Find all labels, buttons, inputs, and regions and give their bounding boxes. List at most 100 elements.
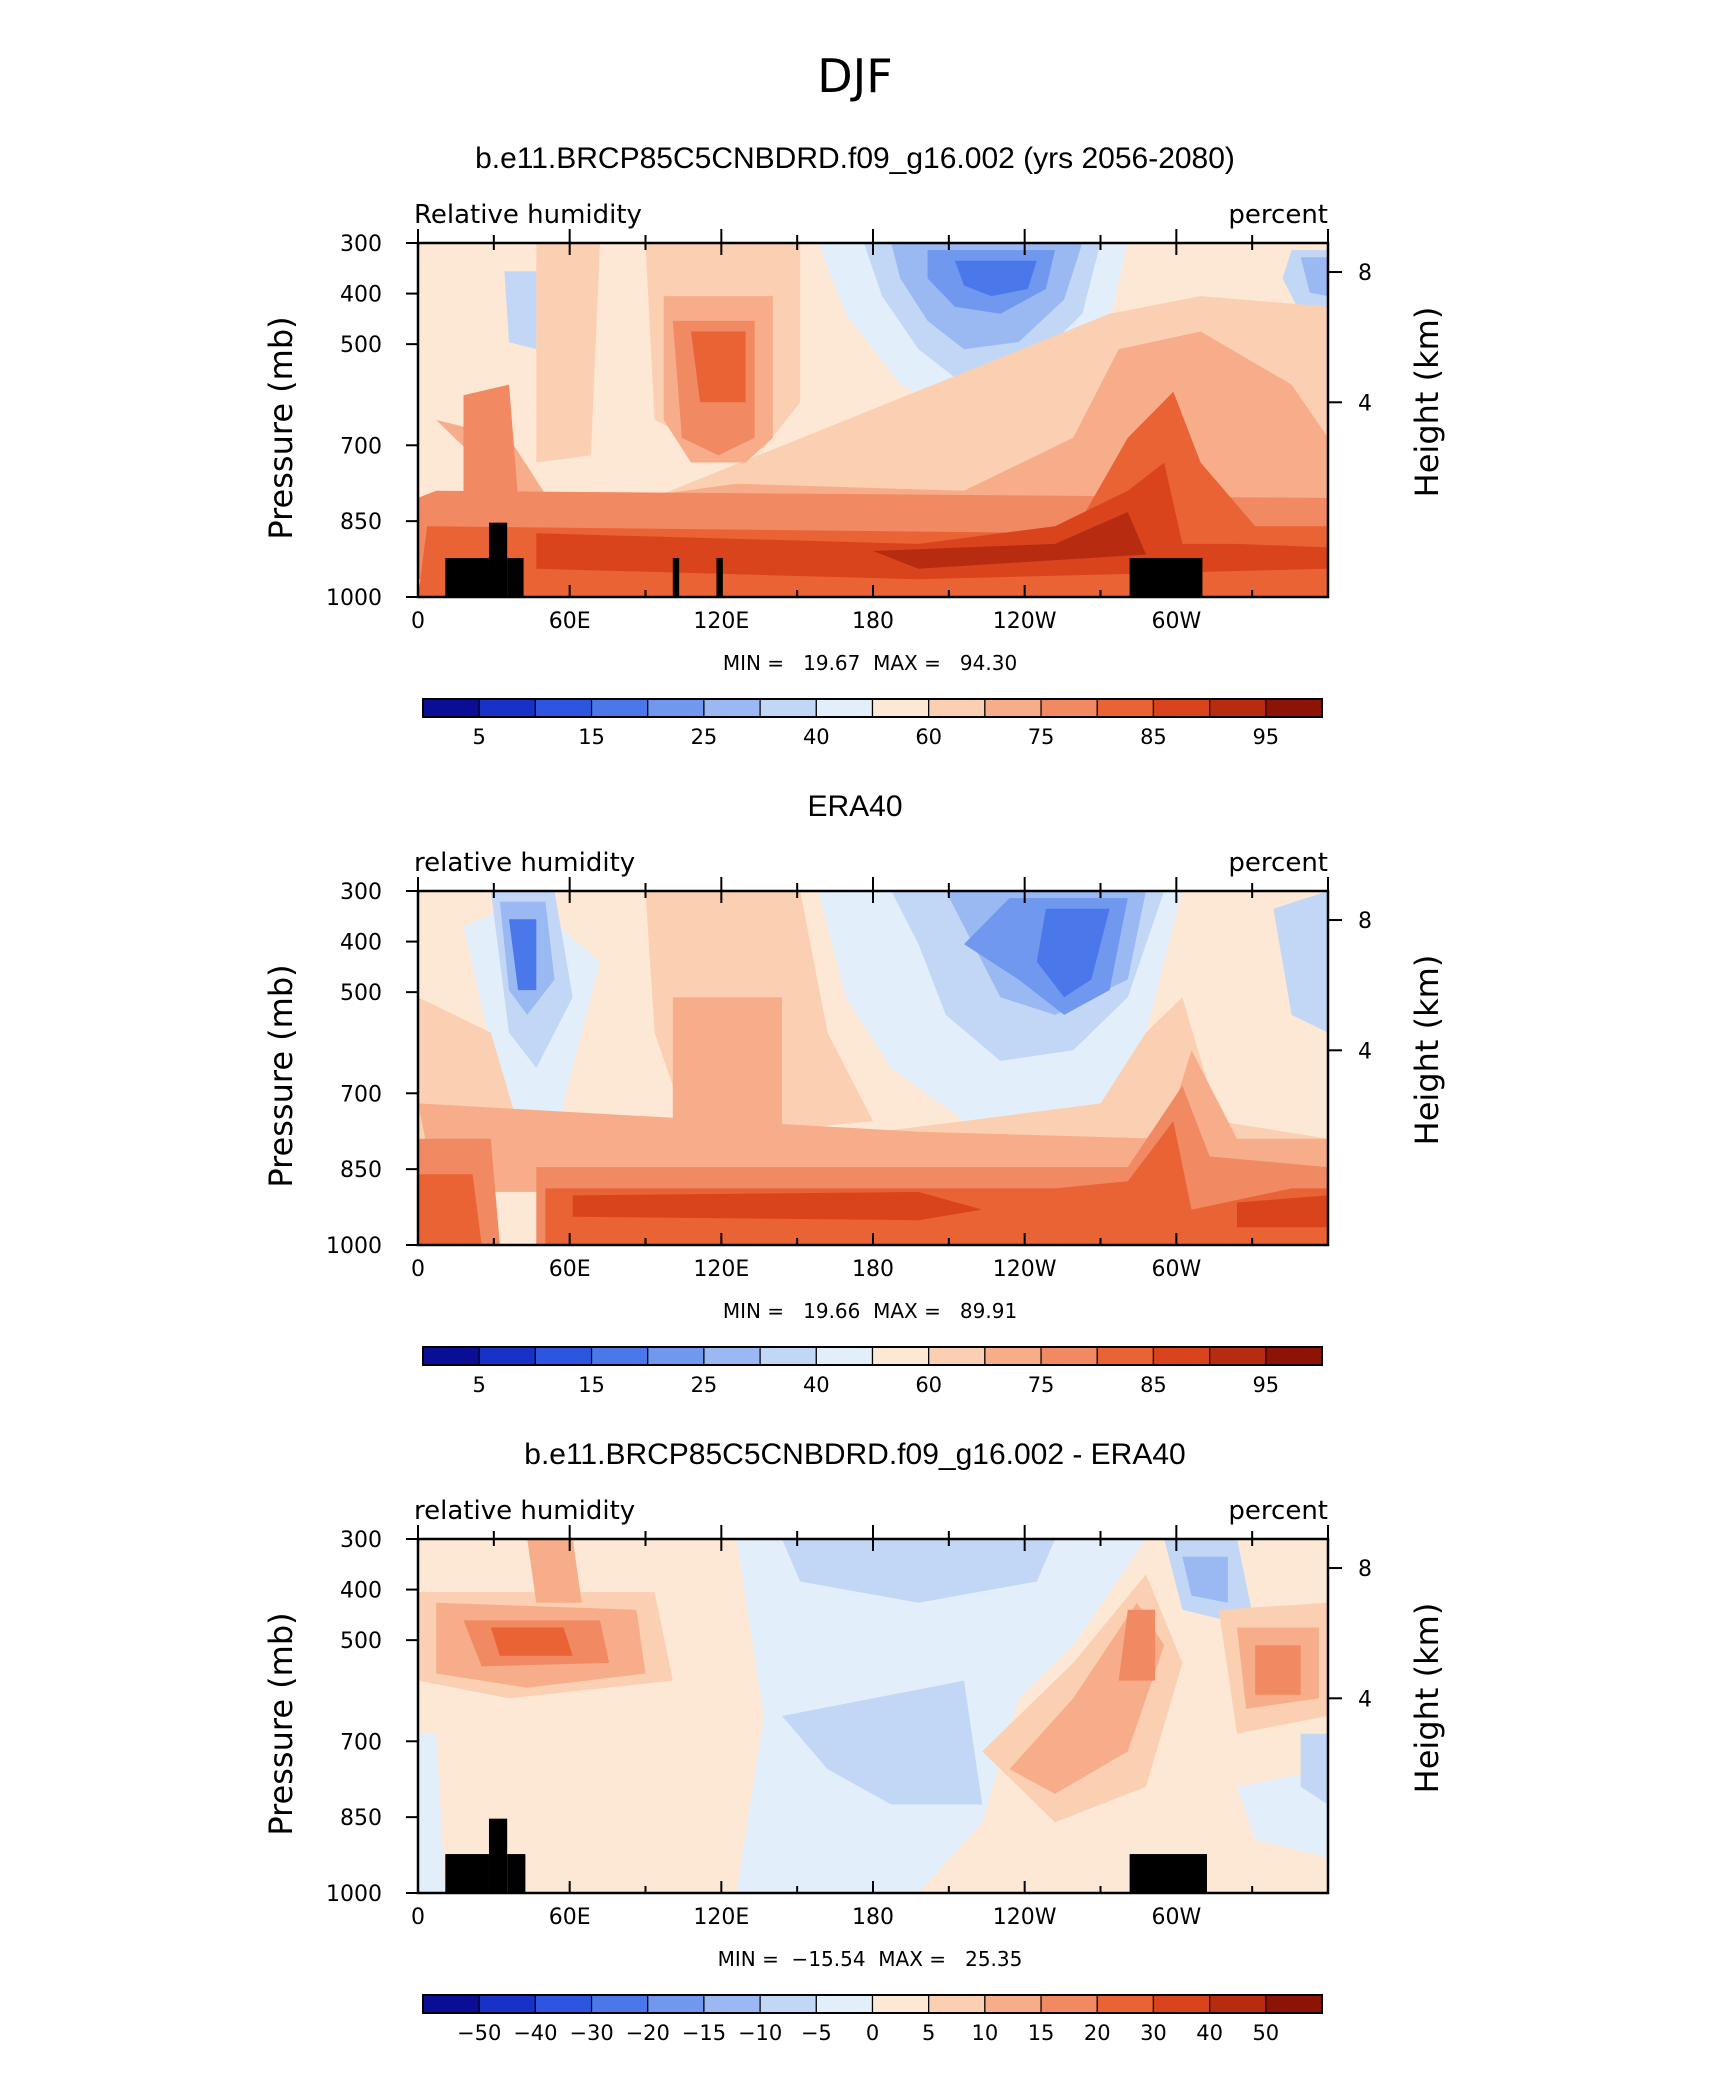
colorbar-label: −20	[626, 2021, 670, 2045]
x-tick-label: 180	[852, 609, 894, 634]
y-right-tick-label: 8	[1358, 1557, 1372, 1582]
contour-region	[672, 997, 782, 1132]
colorbar-label: 25	[691, 725, 718, 749]
y-tick-label: 700	[340, 1082, 382, 1107]
x-tick-label: 60E	[549, 609, 591, 634]
colorbar-swatch	[703, 698, 761, 718]
colorbar-swatch	[647, 1994, 705, 2014]
y-axis-label: Pressure (mb)	[262, 964, 300, 1187]
colorbar-swatch	[422, 698, 480, 718]
colorbar-swatch	[703, 1346, 761, 1366]
colorbar-label: 85	[1140, 725, 1167, 749]
colorbar-swatch	[928, 1994, 986, 2014]
colorbar-label: 5	[473, 725, 486, 749]
y-right-tick-label: 8	[1358, 909, 1372, 934]
colorbar-swatch	[1040, 1346, 1098, 1366]
contour-field	[418, 891, 1328, 1245]
terrain-mask	[672, 558, 680, 597]
colorbar-swatch	[759, 1994, 817, 2014]
colorbar-swatch	[534, 1994, 593, 2014]
contour-field	[418, 1539, 1328, 1893]
colorbar-swatch	[478, 1346, 536, 1366]
contour-region	[418, 1733, 446, 1893]
panel-2: ERA40 relative humidity percent 0 60E 120E 180…	[262, 790, 1446, 1397]
colorbar-label: −15	[682, 2021, 726, 2045]
terrain-mask	[507, 1854, 526, 1893]
colorbar-label: 75	[1028, 725, 1055, 749]
colorbar-swatch	[1265, 698, 1323, 718]
panel-title: b.e11.BRCP85C5CNBDRD.f09_g16.002 (yrs 20…	[475, 142, 1235, 175]
contour-field	[418, 243, 1328, 597]
contour-region	[1300, 257, 1328, 297]
x-tick-label: 60W	[1151, 1905, 1201, 1930]
colorbar-swatch	[871, 1346, 930, 1366]
contour-region	[418, 1050, 1328, 1192]
colorbar-swatch	[928, 1346, 986, 1366]
x-tick-label: 60E	[549, 1257, 591, 1282]
colorbar-frame	[422, 1346, 1323, 1366]
contour-region	[1273, 891, 1328, 1033]
y-right-tick-label: 8	[1358, 261, 1372, 286]
figure-title: DJF	[817, 49, 892, 103]
colorbar-label: 30	[1140, 2021, 1167, 2045]
colorbar-label: 75	[1028, 1373, 1055, 1397]
terrain-mask	[716, 558, 723, 597]
contour-region	[782, 1539, 1055, 1603]
colorbar-frame	[422, 698, 1323, 718]
colorbar-swatch	[1265, 1994, 1323, 2014]
min-max-stats: MIN = 19.67 MAX = 94.30	[723, 651, 1017, 675]
contour-region	[1118, 1609, 1156, 1681]
x-tick-label: 120E	[693, 1905, 749, 1930]
contour-region	[954, 260, 1037, 297]
x-tick-label: 120W	[993, 609, 1057, 634]
x-tick-label: 120W	[993, 1257, 1057, 1282]
colorbar-label: 40	[803, 1373, 830, 1397]
min-max-stats: MIN = 19.66 MAX = 89.91	[723, 1299, 1017, 1323]
colorbar-label: 15	[1028, 2021, 1055, 2045]
y-tick-label: 1000	[326, 1234, 382, 1259]
colorbar-label: 60	[915, 1373, 942, 1397]
colorbar-label: 95	[1252, 725, 1279, 749]
contour-region	[463, 384, 519, 498]
colorbar-label: 15	[578, 1373, 605, 1397]
contour-region	[536, 243, 600, 463]
variable-label: Relative humidity	[414, 200, 642, 230]
x-tick-label: 0	[411, 609, 425, 634]
y-tick-label: 850	[340, 1806, 382, 1831]
colorbar-label: 50	[1252, 2021, 1279, 2045]
colorbar-label: −40	[513, 2021, 557, 2045]
units-label: percent	[1228, 848, 1328, 878]
y-right-axis-label: Height (km)	[1408, 1603, 1446, 1794]
colorbar-swatch	[590, 698, 649, 718]
y-tick-label: 300	[340, 1528, 382, 1553]
y-right-axis-label: Height (km)	[1408, 955, 1446, 1146]
contour-region	[1237, 1195, 1328, 1228]
y-tick-label: 500	[340, 333, 382, 358]
y-axis-label: Pressure (mb)	[262, 1612, 300, 1835]
panel-title: ERA40	[807, 790, 902, 823]
y-tick-label: 850	[340, 1158, 382, 1183]
y-right-tick-label: 4	[1358, 391, 1372, 416]
y-tick-label: 850	[340, 510, 382, 535]
colorbar-swatch	[871, 698, 930, 718]
colorbar-label: 15	[578, 725, 605, 749]
colorbar-swatch	[759, 698, 817, 718]
colorbar-label: 40	[803, 725, 830, 749]
terrain-mask	[1129, 558, 1203, 597]
contour-region	[782, 1680, 983, 1805]
contour-region	[691, 331, 746, 403]
colorbar-swatch	[478, 698, 536, 718]
contour-region	[509, 919, 537, 991]
units-label: percent	[1228, 200, 1328, 230]
contour-region	[436, 331, 1328, 527]
y-right-axis-label: Height (km)	[1408, 307, 1446, 498]
contour-region	[527, 1539, 582, 1603]
x-tick-label: 120W	[993, 1905, 1057, 1930]
x-tick-label: 60W	[1151, 1257, 1201, 1282]
colorbar-swatch	[590, 1994, 649, 2014]
y-right-tick-label: 4	[1358, 1687, 1372, 1712]
colorbar-swatch	[1152, 1994, 1211, 2014]
terrain-mask	[1129, 1854, 1207, 1893]
colorbar-swatch	[871, 1994, 930, 2014]
